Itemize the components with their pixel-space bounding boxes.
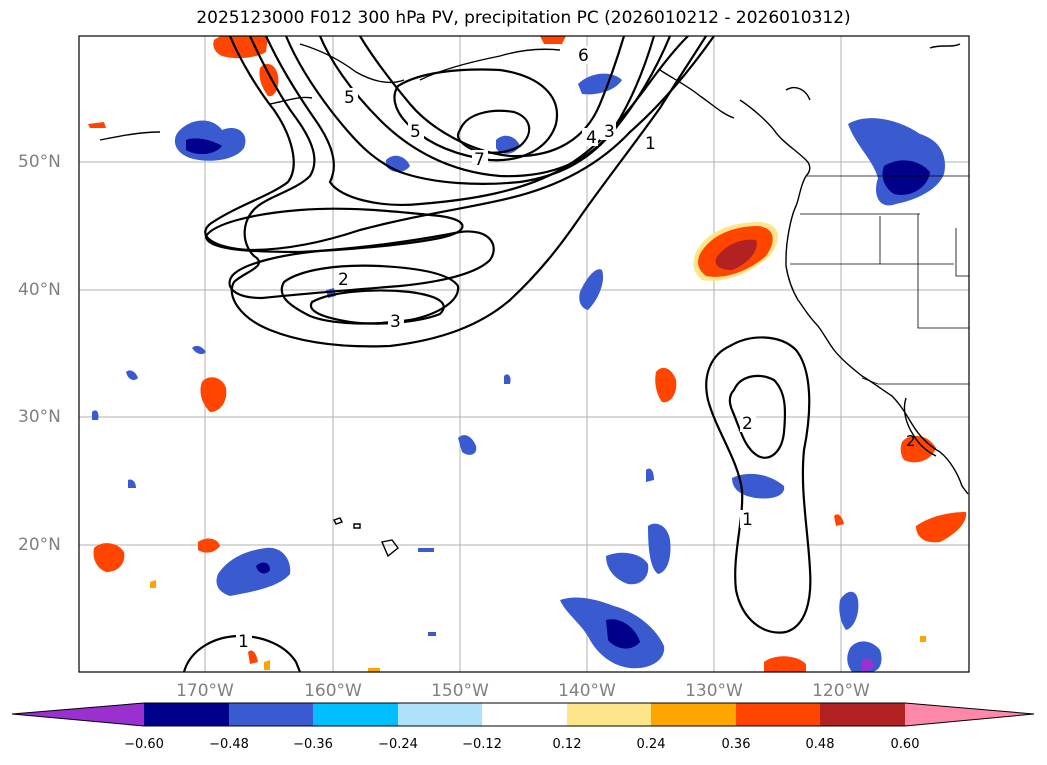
contour-label: 4 <box>586 128 597 148</box>
graticule <box>79 36 969 672</box>
lat-label: 50°N <box>18 152 61 172</box>
contour-label: 6 <box>578 46 589 66</box>
contour-label: 7 <box>474 150 485 170</box>
contour-label: 3 <box>390 312 401 332</box>
colorbar-tick: 0.48 <box>805 737 835 752</box>
borders <box>790 175 969 385</box>
lon-label: 150°W <box>431 681 489 701</box>
contour-label: 5 <box>410 122 421 142</box>
coastlines <box>99 43 969 558</box>
lon-label: 170°W <box>176 681 234 701</box>
contour-label: 1 <box>238 632 249 652</box>
lon-label: 160°W <box>304 681 362 701</box>
contour-label: 2 <box>742 414 753 434</box>
colorbar <box>11 702 1035 727</box>
colorbar-tick: −0.48 <box>209 737 249 752</box>
colorbar-tick: −0.12 <box>462 737 502 752</box>
lon-label: 140°W <box>558 681 616 701</box>
colorbar-tick: 0.24 <box>636 737 666 752</box>
colorbar-tick: 0.36 <box>721 737 751 752</box>
lat-label: 40°N <box>18 280 61 300</box>
contour-label: 5 <box>344 88 355 108</box>
colorbar-tick: −0.60 <box>124 737 164 752</box>
colorbar-tick: −0.24 <box>378 737 418 752</box>
contour-label: 2 <box>338 270 349 290</box>
contour-label: 2 <box>906 432 916 450</box>
lon-label: 120°W <box>812 681 870 701</box>
colorbar-tick: 0.12 <box>552 737 582 752</box>
lat-label: 30°N <box>18 407 61 427</box>
colorbar-tick: −0.36 <box>293 737 333 752</box>
contour-label-group: 1 2 3 4 5 6 7 5 2 3 1 1 2 <box>236 46 916 652</box>
contour-label: 3 <box>604 122 615 142</box>
colorbar-extend-high <box>905 703 1034 726</box>
colorbar-tick: 0.60 <box>890 737 920 752</box>
precip-negative-areas <box>92 73 945 672</box>
precip-positive-areas <box>88 36 967 672</box>
map-frame <box>78 35 970 673</box>
lat-label: 20°N <box>18 535 61 555</box>
lon-label: 130°W <box>685 681 743 701</box>
colorbar-extend-low <box>12 703 144 726</box>
contour-label: 1 <box>742 510 753 530</box>
contour-label: 1 <box>645 134 656 154</box>
pv-contours <box>182 36 812 672</box>
map-title: 2025123000 F012 300 hPa PV, precipitatio… <box>196 8 851 28</box>
